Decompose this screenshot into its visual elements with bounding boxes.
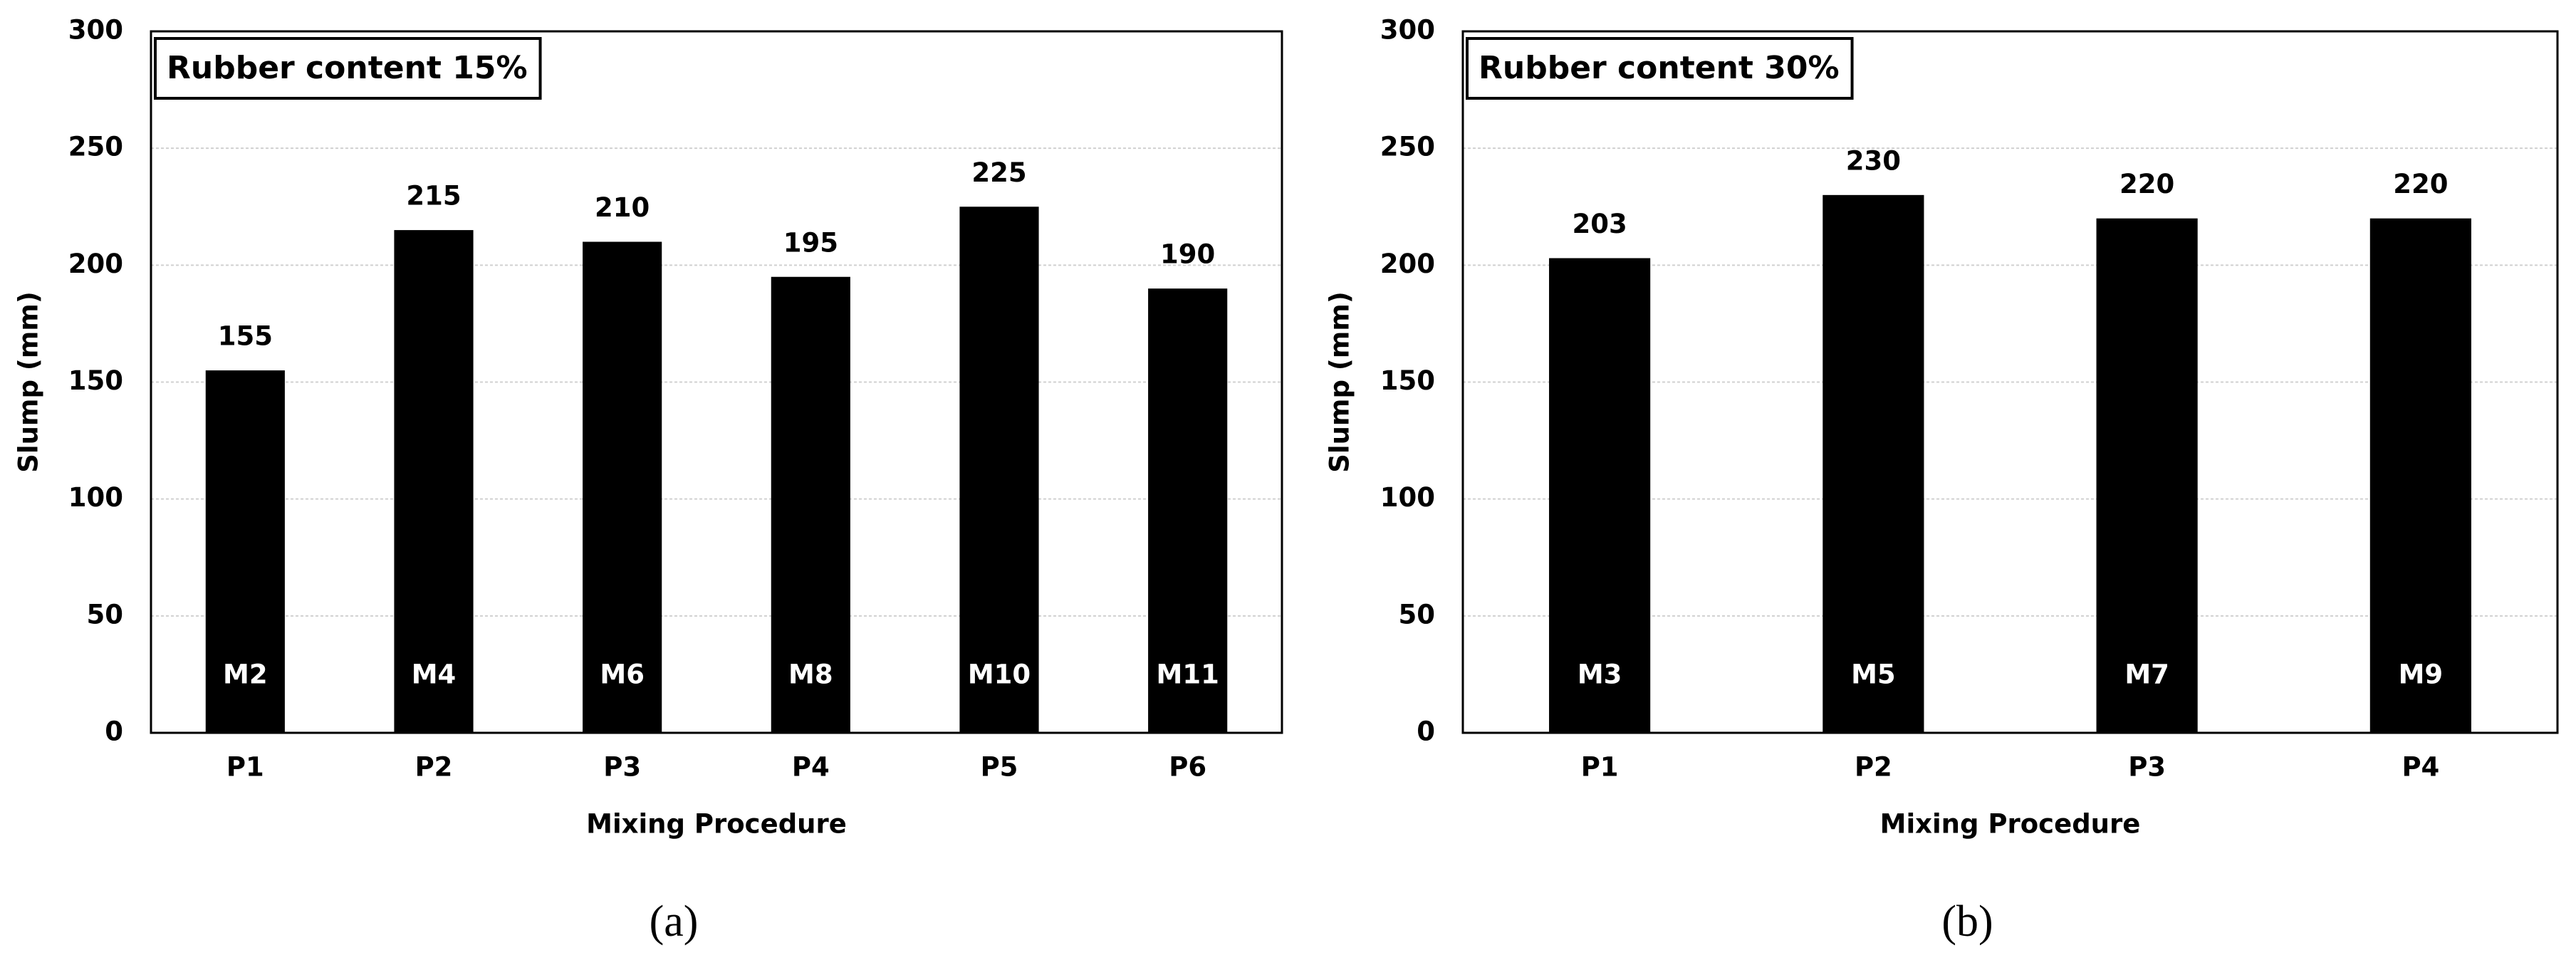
bar-label: M3 [1578, 659, 1622, 690]
value-label: 203 [1573, 209, 1627, 239]
x-tick-label: P1 [1581, 752, 1619, 783]
value-label: 215 [406, 181, 461, 212]
bar [771, 276, 850, 733]
value-label: 220 [2393, 169, 2448, 199]
x-axis-label: Mixing Procedure [1880, 809, 2141, 840]
bar-label: M4 [412, 659, 457, 690]
value-label: 210 [595, 192, 650, 223]
x-tick-label: P3 [603, 752, 641, 783]
bar-label: M8 [788, 659, 833, 690]
bar [394, 230, 474, 733]
bar [583, 241, 662, 733]
bar [1823, 194, 1924, 733]
value-label: 190 [1160, 239, 1215, 270]
x-tick-label: P2 [415, 752, 453, 783]
bar-label: M11 [1157, 659, 1219, 690]
y-tick-label: 150 [1380, 365, 1435, 396]
annotation: Rubber content 30% [1479, 50, 1840, 86]
y-tick-label: 300 [68, 15, 123, 46]
y-tick-label: 200 [68, 249, 123, 279]
plot-frame [150, 30, 1283, 734]
value-label: 155 [218, 321, 273, 352]
y-tick-label: 50 [87, 599, 124, 630]
y-axis-label: Slump (mm) [14, 291, 44, 473]
plot-frame [1461, 30, 2559, 734]
y-tick-label: 100 [1380, 482, 1435, 513]
bar [205, 370, 285, 733]
value-label: 230 [1846, 145, 1901, 176]
y-tick-label: 300 [1380, 15, 1435, 46]
x-axis-label: Mixing Procedure [586, 809, 847, 840]
y-tick-label: 250 [68, 132, 123, 162]
value-label: 195 [783, 227, 838, 258]
bar-label: M10 [968, 659, 1031, 690]
bar-label: M9 [2399, 659, 2444, 690]
bar [1549, 258, 1651, 733]
bar-label: M7 [2124, 659, 2169, 690]
x-tick-label: P4 [792, 752, 830, 783]
bar-label: M6 [600, 659, 645, 690]
value-label: 225 [971, 157, 1026, 188]
annotation: Rubber content 15% [167, 50, 528, 86]
caption: (a) [650, 897, 699, 946]
bar [959, 207, 1039, 733]
value-label: 220 [2119, 169, 2174, 199]
y-tick-label: 0 [1417, 716, 1435, 747]
x-tick-label: P2 [1855, 752, 1892, 783]
y-tick-label: 200 [1380, 249, 1435, 279]
bar [2096, 218, 2198, 734]
bar [1148, 288, 1228, 734]
bar-label: M5 [1851, 659, 1896, 690]
y-tick-label: 100 [68, 482, 123, 513]
y-tick-label: 250 [1380, 132, 1435, 162]
x-tick-label: P6 [1169, 752, 1206, 783]
x-tick-label: P4 [2402, 752, 2439, 783]
y-tick-label: 150 [68, 365, 123, 396]
y-tick-label: 0 [105, 716, 123, 747]
bar-label: M2 [223, 659, 268, 690]
annotation-box [1466, 37, 1854, 100]
y-tick-label: 50 [1399, 599, 1436, 630]
annotation-box [154, 37, 542, 100]
y-axis-label: Slump (mm) [1325, 291, 1355, 473]
x-tick-label: P5 [981, 752, 1018, 783]
x-tick-label: P3 [2128, 752, 2166, 783]
bar [2369, 218, 2471, 734]
caption: (b) [1941, 897, 1993, 946]
x-tick-label: P1 [226, 752, 264, 783]
